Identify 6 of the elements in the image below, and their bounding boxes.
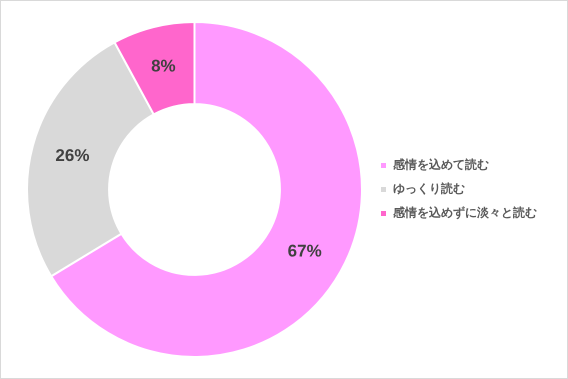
legend-label: 感情を込めずに淡々と読む [392, 206, 537, 220]
legend-label: ゆっくり読む [393, 182, 465, 196]
data-label: 8% [151, 56, 176, 76]
legend-label: 感情を込めて読む [392, 158, 489, 172]
data-label: 26% [55, 146, 90, 166]
data-label: 67% [288, 241, 322, 260]
